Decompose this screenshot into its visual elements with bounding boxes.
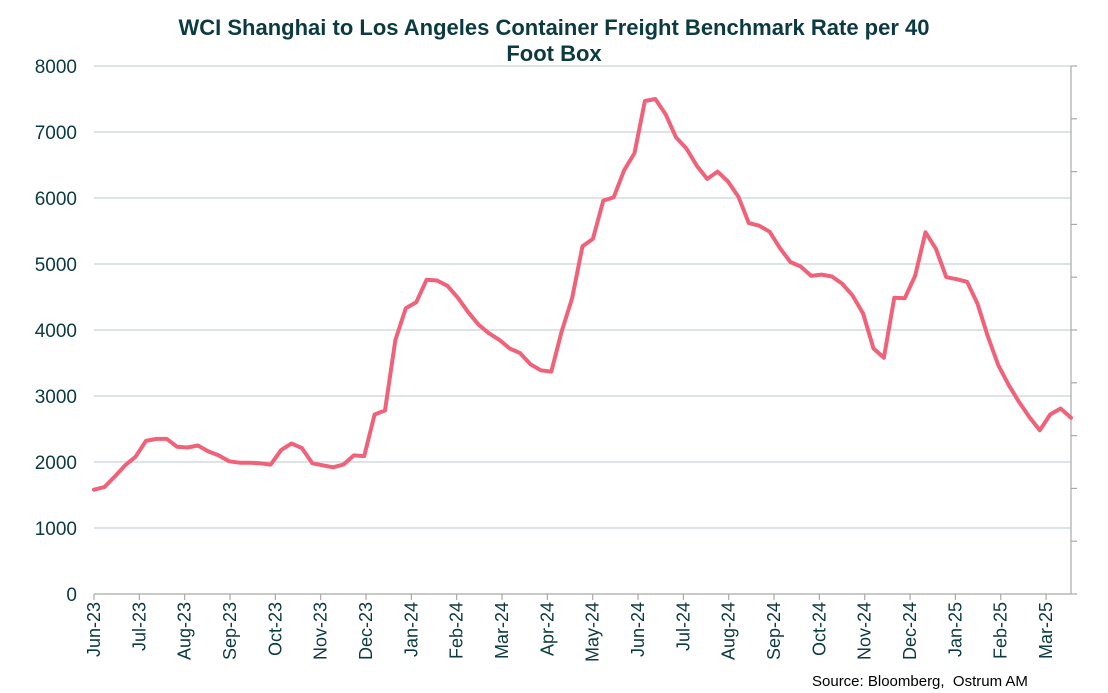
x-tick-label: Sep-24: [764, 602, 784, 660]
x-tick-label: Jul-24: [673, 602, 693, 651]
x-tick-label: Jun-24: [628, 602, 648, 657]
y-tick-label: 0: [66, 585, 77, 606]
y-tick-label: 6000: [35, 189, 77, 210]
x-axis-ticks: Jun-23 Jul-23 Aug-23 Sep-23 Oct-23 Nov-23 Dec-…: [84, 602, 1056, 662]
y-tick-label: 3000: [35, 387, 77, 408]
x-tick-label: Feb-24: [447, 602, 467, 659]
y-tick-label: 7000: [35, 123, 77, 144]
y-tick-label: 5000: [35, 255, 77, 276]
x-tick-label: Mar-24: [492, 602, 512, 659]
x-tick-label: Dec-24: [900, 602, 920, 660]
y-tick-label: 8000: [35, 57, 77, 78]
x-tick-label: May-24: [583, 602, 603, 662]
x-tick-label: Oct-23: [265, 602, 285, 656]
y-tick-label: 1000: [35, 519, 77, 540]
x-tick-label: Jan-24: [401, 602, 421, 657]
x-tick-label: Aug-23: [175, 602, 195, 660]
x-tick-label: Feb-25: [991, 602, 1011, 659]
x-tick-label: Jan-25: [945, 602, 965, 657]
axes: [93, 65, 1077, 600]
x-tick-label: Mar-25: [1036, 602, 1056, 659]
x-tick-label: Nov-23: [311, 602, 331, 660]
gridlines: [94, 65, 1071, 529]
x-tick-label: Aug-24: [719, 602, 739, 660]
y-tick-label: 2000: [35, 453, 77, 474]
chart-title: WCI Shanghai to Los Angeles Container Fr…: [0, 15, 1108, 67]
chart-title-line-1: WCI Shanghai to Los Angeles Container Fr…: [178, 15, 930, 40]
x-tick-label: Oct-24: [809, 602, 829, 656]
x-tick-label: Nov-24: [855, 602, 875, 660]
y-tick-label: 4000: [35, 321, 77, 342]
x-tick-label: Jun-23: [84, 602, 104, 657]
source-note: Source: Bloomberg, Ostrum AM: [812, 673, 1028, 690]
x-tick-label: Apr-24: [537, 602, 557, 656]
series-line: [92, 97, 1073, 492]
x-tick-label: Jul-23: [129, 602, 149, 651]
series-layer: [92, 97, 1073, 492]
x-tick-label: Sep-23: [220, 602, 240, 660]
chart-title-line-2: Foot Box: [506, 41, 602, 66]
y-axis-ticks: 0 1000 2000 3000 4000 5000 6000 7000 8000: [35, 57, 77, 606]
x-tick-label: Dec-23: [356, 602, 376, 660]
